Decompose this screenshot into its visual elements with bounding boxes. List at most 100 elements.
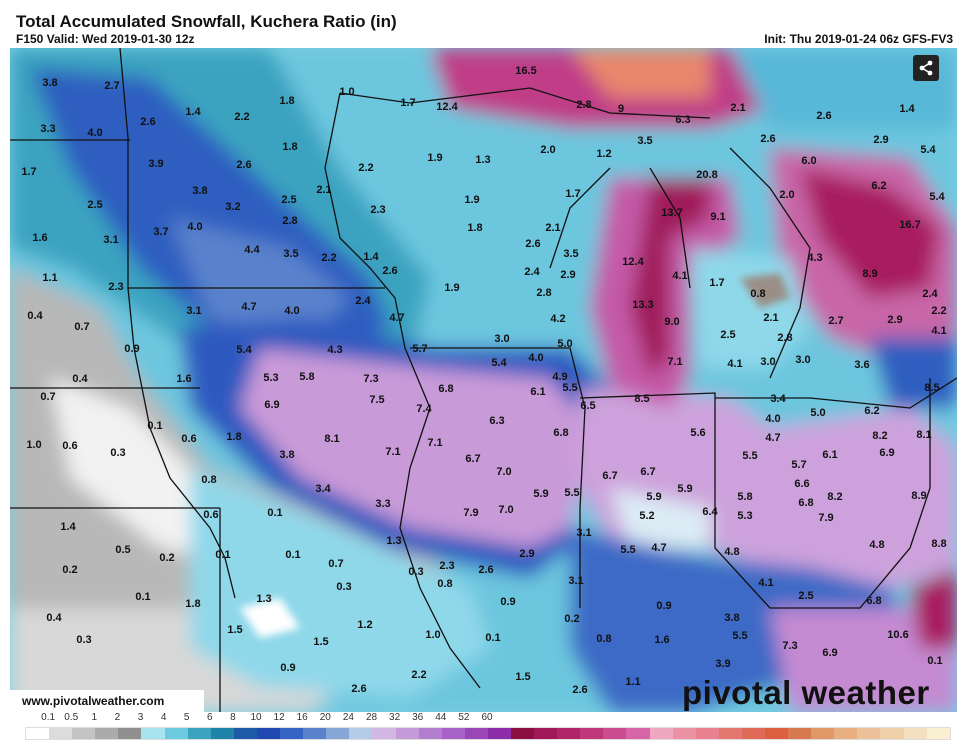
snowfall-value-label: 0.3 [110, 447, 126, 459]
snowfall-value-label: 3.1 [568, 575, 584, 587]
snowfall-value-label: 1.7 [709, 277, 725, 289]
snowfall-value-label: 16.5 [515, 65, 537, 77]
snowfall-value-label: 0.8 [437, 578, 453, 590]
snowfall-value-label: 2.8 [777, 332, 793, 344]
snowfall-value-label: 5.5 [562, 382, 578, 394]
snowfall-value-label: 3.3 [375, 498, 391, 510]
colorbar-swatch [26, 728, 50, 739]
snowfall-value-label: 4.4 [244, 244, 260, 256]
snowfall-value-label: 5.7 [412, 343, 428, 355]
colorbar-swatch [372, 728, 396, 739]
colorbar-swatch [510, 728, 535, 739]
snowfall-value-label: 2.5 [281, 194, 297, 206]
snowfall-value-label: 2.6 [382, 265, 398, 277]
snowfall-value-label: 6.5 [580, 400, 596, 412]
colorbar-swatch [349, 728, 373, 739]
snowfall-value-label: 3.5 [637, 135, 653, 147]
snowfall-value-label: 8.1 [916, 429, 932, 441]
snowfall-value-label: 1.4 [60, 521, 76, 533]
snowfall-value-label: 16.7 [899, 219, 921, 231]
colorbar-swatch [857, 728, 881, 739]
snowfall-value-label: 20.8 [696, 169, 718, 181]
snowfall-value-label: 3.0 [494, 333, 510, 345]
snowfall-value-label: 4.1 [758, 577, 774, 589]
snowfall-value-label: 6.0 [801, 155, 817, 167]
snowfall-value-label: 2.1 [730, 102, 746, 114]
snowfall-value-label: 3.1 [186, 305, 202, 317]
colorbar-swatch [464, 728, 488, 739]
snowfall-value-label: 1.0 [425, 629, 441, 641]
snowfall-value-label: 3.1 [103, 234, 119, 246]
snowfall-value-label: 2.6 [478, 564, 494, 576]
snowfall-value-label: 3.4 [770, 393, 786, 405]
snowfall-value-label: 2.6 [816, 110, 832, 122]
snowfall-value-label: 9.0 [664, 316, 680, 328]
colorbar-tick-label: 4 [160, 712, 167, 723]
snowfall-value-label: 4.2 [550, 313, 566, 325]
snowfall-map[interactable]: 3.8 2.7 1.8 1.0 1.4 2.2 1.7 12.4 2.6 3.3 4.0 1.8 1.9… [10, 48, 957, 712]
snowfall-value-label: 6.3 [489, 415, 505, 427]
snowfall-value-label: 3.1 [576, 527, 592, 539]
snowfall-value-label: 3.6 [854, 359, 870, 371]
snowfall-value-label: 4.1 [672, 270, 688, 282]
snowfall-value-label: 0.4 [72, 373, 88, 385]
map-title: Total Accumulated Snowfall, Kuchera Rati… [16, 12, 397, 31]
snowfall-value-label: 1.5 [515, 671, 531, 683]
colorbar-swatch [256, 728, 281, 739]
colorbar-swatch [557, 728, 581, 739]
colorbar-swatch [141, 728, 165, 739]
snowfall-value-label: 6.8 [866, 595, 882, 607]
snowfall-value-label: 3.0 [795, 354, 811, 366]
snowfall-value-label: 0.8 [750, 288, 766, 300]
snowfall-value-label: 6.9 [264, 399, 280, 411]
snowfall-value-label: 2.8 [576, 99, 592, 111]
snowfall-value-label: 3.3 [40, 123, 56, 135]
snowfall-value-label: 6.1 [822, 449, 838, 461]
snowfall-value-label: 1.8 [279, 95, 295, 107]
snowfall-value-label: 4.0 [528, 352, 544, 364]
snowfall-value-label: 1.8 [282, 141, 298, 153]
snowfall-value-label: 6.1 [530, 386, 546, 398]
colorbar-swatch [580, 728, 604, 739]
snowfall-value-label: 6.7 [465, 453, 481, 465]
snowfall-value-label: 8.5 [634, 393, 650, 405]
snowfall-value-label: 5.0 [810, 407, 826, 419]
colorbar-swatch [210, 728, 234, 739]
snowfall-value-label: 2.4 [524, 266, 540, 278]
snowfall-value-label: 3.9 [148, 158, 164, 170]
snowfall-value-label: 0.1 [135, 591, 151, 603]
snowfall-value-label: 0.5 [115, 544, 131, 556]
snowfall-value-label: 0.9 [124, 343, 140, 355]
snowfall-value-label: 2.3 [370, 204, 386, 216]
snowfall-value-label: 9.1 [710, 211, 726, 223]
colorbar-tick-label: 20 [319, 712, 331, 723]
snowfall-value-label: 1.3 [256, 593, 272, 605]
snowfall-value-label: 1.2 [596, 148, 612, 160]
snowfall-value-label: 2.6 [236, 159, 252, 171]
snowfall-value-label: 5.9 [533, 488, 549, 500]
snowfall-value-label: 8.1 [324, 433, 340, 445]
colorbar-swatch [649, 728, 673, 739]
snowfall-value-label: 1.6 [32, 232, 48, 244]
snowfall-value-label: 1.9 [464, 194, 480, 206]
snowfall-value-label: 0.2 [564, 613, 580, 625]
snowfall-value-label: 0.3 [336, 581, 352, 593]
colorbar-swatch [487, 728, 511, 739]
share-button[interactable] [913, 55, 939, 81]
snowfall-value-label: 7.5 [369, 394, 385, 406]
snowfall-value-label: 6.9 [879, 447, 895, 459]
snowfall-value-label: 0.1 [215, 549, 231, 561]
colorbar-swatch [95, 728, 119, 739]
snowfall-value-label: 4.7 [765, 432, 781, 444]
snowfall-value-label: 6.7 [640, 466, 656, 478]
colorbar-swatch [49, 728, 73, 739]
snowfall-value-label: 2.3 [439, 560, 455, 572]
snowfall-value-label: 0.3 [408, 566, 424, 578]
snowfall-value-label: 1.8 [226, 431, 242, 443]
snowfall-value-label: 0.8 [201, 474, 217, 486]
snowfall-value-label: 2.6 [572, 684, 588, 696]
snowfall-value-label: 5.6 [690, 427, 706, 439]
snowfall-value-label: 2.0 [540, 144, 556, 156]
snowfall-value-label: 6.3 [675, 114, 691, 126]
snowfall-value-label: 3.2 [225, 201, 241, 213]
